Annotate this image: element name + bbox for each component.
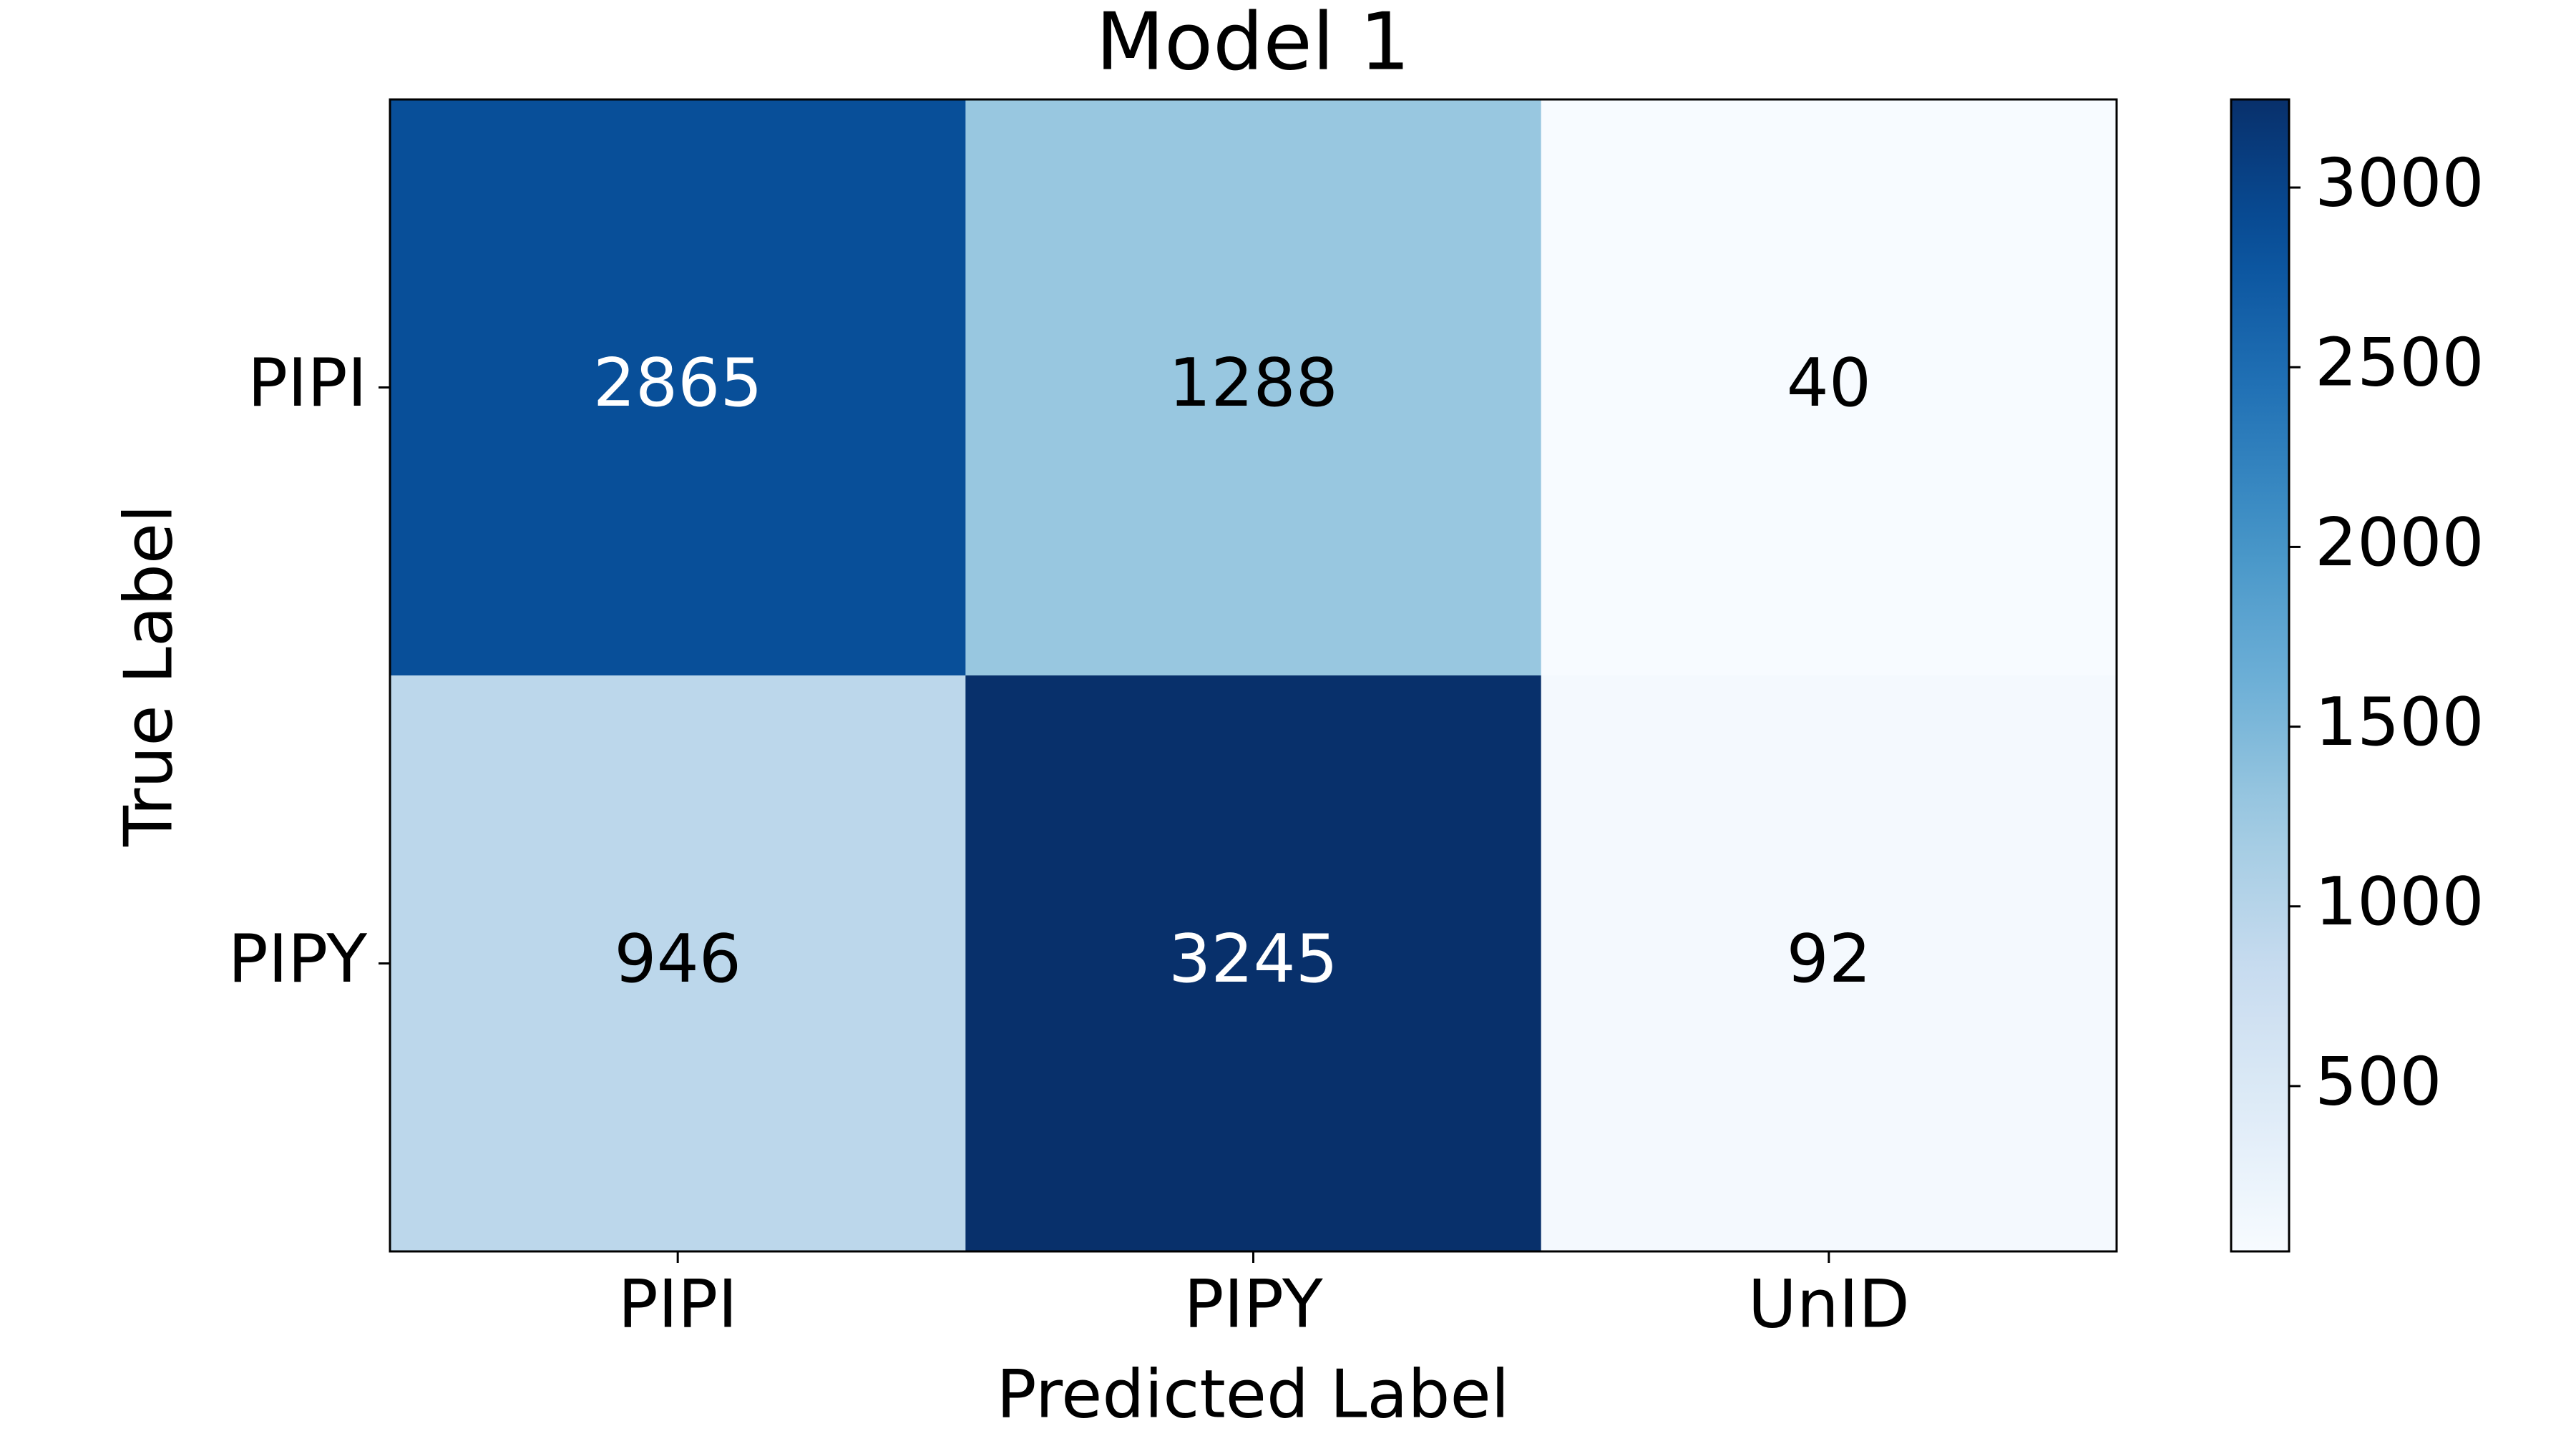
heatmap-cell [390,99,966,676]
cell-value-label: 40 [1787,344,1871,421]
y-axis-label: True Label [109,504,187,847]
heatmap-cell [1541,675,2117,1252]
cell-value-label: 92 [1787,920,1871,997]
colorbar-tick-label: 2000 [2315,504,2484,581]
x-tick-label: UnID [1748,1265,1910,1342]
heatmap-cell [1541,99,2117,676]
heatmap-cell [965,675,1542,1252]
y-tick-label: PIPY [228,920,368,997]
colorbar-tick-label: 1500 [2315,683,2484,761]
colorbar-tick-label: 1000 [2315,863,2484,940]
cell-value-label: 2865 [593,344,763,421]
colorbar-tick-label: 2500 [2315,324,2484,401]
heatmap-cell [390,675,966,1252]
cell-value-label: 3245 [1169,920,1338,997]
cell-value-label: 946 [614,920,741,997]
cell-value-label: 1288 [1169,344,1338,421]
x-tick-label: PIPY [1184,1265,1323,1342]
colorbar [2230,98,2290,1253]
colorbar-tick-label: 3000 [2315,144,2484,221]
x-tick-label: PIPI [618,1265,738,1342]
chart-title: Model 1 [1096,0,1410,88]
colorbar-tick-label: 500 [2315,1042,2442,1120]
x-axis-label: Predicted Label [996,1355,1509,1431]
y-tick-label: PIPI [248,344,367,421]
heatmap-cell [965,99,1542,676]
